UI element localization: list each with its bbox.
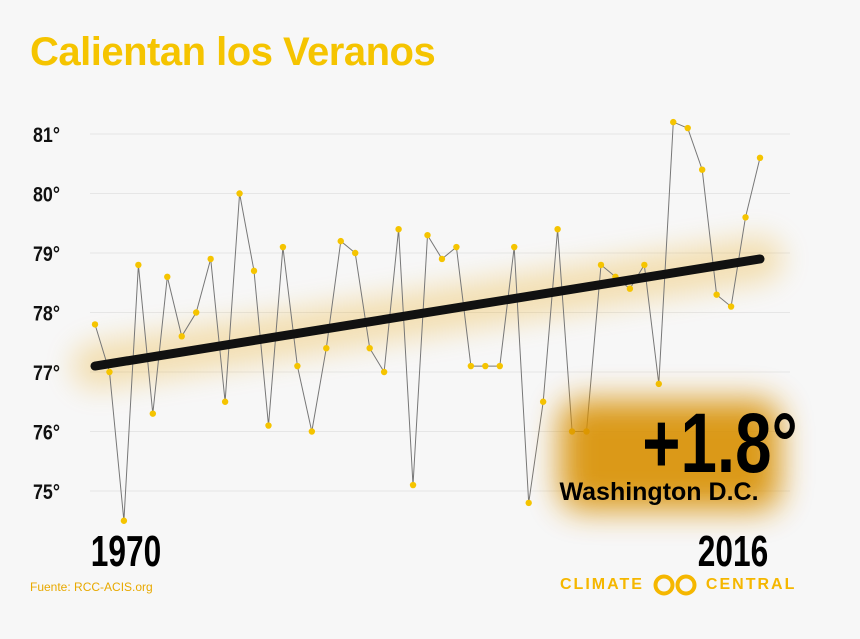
data-point <box>641 261 648 269</box>
annotation-glow <box>560 400 780 510</box>
data-point <box>438 255 446 263</box>
brand-left: CLIMATE <box>560 576 644 593</box>
data-point <box>727 303 735 310</box>
y-axis: 75° 76° 77° 78° 79° 80° 81° <box>33 124 60 505</box>
data-point <box>511 243 518 251</box>
data-point <box>207 255 214 263</box>
data-point <box>366 345 373 352</box>
data-point <box>742 214 749 221</box>
data-point <box>192 309 200 316</box>
data-point <box>164 273 171 280</box>
data-point <box>323 345 330 352</box>
data-point <box>713 291 720 298</box>
source-label: Fuente: RCC-ACIS.org <box>30 580 153 594</box>
data-point <box>265 422 272 429</box>
grid <box>90 133 790 492</box>
data-point <box>178 333 185 340</box>
data-point <box>294 362 301 370</box>
trend-segment <box>90 254 765 371</box>
chart-title: Calientan los Veranos <box>30 30 436 74</box>
brand-logo: CLIMATE CENTRAL <box>560 573 796 597</box>
y-tick-label: 75° <box>33 481 60 505</box>
data-point <box>655 380 663 388</box>
data-point <box>424 231 431 239</box>
brand-right: CENTRAL <box>705 576 797 593</box>
data-point <box>698 166 706 173</box>
data-point <box>395 226 402 233</box>
data-point <box>120 517 128 524</box>
data-point <box>236 190 243 197</box>
data-point <box>467 362 475 370</box>
data-point <box>525 499 532 507</box>
data-point <box>106 368 113 376</box>
data-point <box>597 261 605 269</box>
annotation-location: Washington D.C. <box>559 478 758 506</box>
data-point <box>670 118 677 126</box>
y-tick-label: 79° <box>33 243 60 267</box>
y-tick-label: 77° <box>33 362 60 386</box>
x-label-start: 1970 <box>91 527 161 576</box>
y-tick-label: 81° <box>33 124 60 148</box>
data-point <box>756 154 764 161</box>
data-point <box>482 362 489 370</box>
y-tick-label: 80° <box>33 183 60 207</box>
y-tick-label: 76° <box>33 421 60 445</box>
data-point <box>149 410 157 417</box>
data-point <box>308 428 316 435</box>
data-point <box>496 362 503 370</box>
data-point <box>380 368 388 376</box>
data-point <box>337 237 344 245</box>
data-point <box>554 226 561 233</box>
data-point <box>250 267 258 275</box>
climate-central-logo-icon <box>653 574 697 596</box>
data-point <box>279 243 287 251</box>
data-point <box>453 243 460 251</box>
x-label-end: 2016 <box>698 527 768 576</box>
x-axis-labels: 1970 2016 <box>91 527 768 576</box>
data-point <box>221 398 229 405</box>
trend-line <box>90 254 765 371</box>
data-points <box>91 118 764 524</box>
data-point <box>539 398 547 405</box>
y-tick-label: 78° <box>33 302 60 326</box>
data-point <box>409 481 417 489</box>
data-point <box>352 249 359 257</box>
data-point <box>91 321 99 328</box>
data-point <box>626 285 634 292</box>
data-point <box>135 261 142 269</box>
data-point <box>684 124 691 132</box>
annotation: +1.8° Washington D.C. <box>559 396 798 510</box>
annotation-value: +1.8° <box>642 396 798 490</box>
